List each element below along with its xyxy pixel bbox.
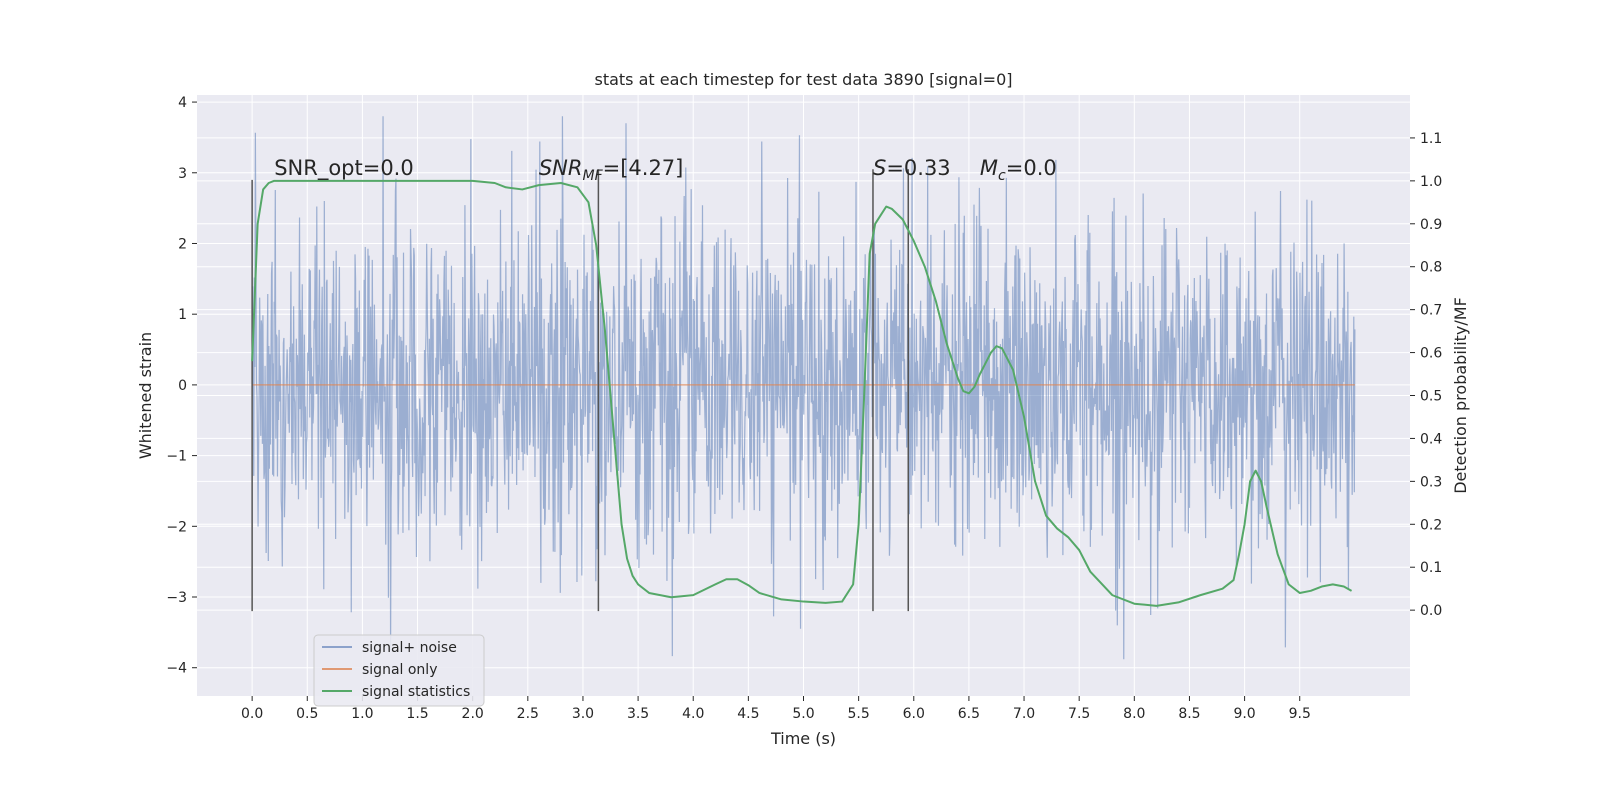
x-tick-label: 9.5 — [1289, 706, 1311, 722]
x-tick-label: 1.5 — [406, 706, 428, 722]
right-y-tick-label: 0.5 — [1420, 389, 1442, 405]
right-y-tick-label: 0.4 — [1420, 431, 1442, 447]
annotation-main: M — [980, 156, 998, 180]
x-tick-label: 6.0 — [903, 706, 925, 722]
x-tick-label: 7.5 — [1068, 706, 1090, 722]
legend-entry-signal-only: signal only — [362, 662, 437, 678]
signal-noise-series — [251, 116, 1356, 660]
axes: 0.0 0.5 1.0 1.5 2.0 2.5 3.0 3.5 4.0 4.5 5.0 5.5 6.0 6… — [166, 95, 1442, 722]
annotations: SNR_opt=0.0 SNRMF=[4.27] S=0.33 Mc=0.0 — [274, 156, 1057, 184]
right-y-tick-label: 0.6 — [1420, 346, 1442, 362]
legend-entry-signal-noise: signal+ noise — [362, 640, 457, 656]
x-tick-label: 5.5 — [848, 706, 870, 722]
x-tick-label: 9.0 — [1233, 706, 1255, 722]
left-y-tick-label: −4 — [166, 661, 187, 677]
x-tick-label: 4.5 — [737, 706, 759, 722]
legend: signal+ noise signal only signal statist… — [313, 634, 485, 707]
legend-entry-signal-statistics: signal statistics — [362, 684, 470, 700]
annotation-text: S=0.33 — [873, 156, 951, 180]
x-tick-label: 6.5 — [958, 706, 980, 722]
x-tick-label: 2.5 — [517, 706, 539, 722]
signal-statistics-line — [251, 179, 1353, 607]
left-y-tick-label: −1 — [166, 449, 187, 465]
marker-lines — [251, 169, 910, 612]
left-y-tick-label: 4 — [178, 95, 187, 111]
left-y-tick-label: 1 — [178, 307, 187, 323]
annotation-value: =[4.27] — [603, 156, 684, 180]
right-y-tick-label: 0.8 — [1420, 260, 1442, 276]
x-tick-label: 0.0 — [241, 706, 263, 722]
annotation-text: Mc=0.0 — [980, 156, 1057, 184]
annotation-value: =0.0 — [1006, 156, 1057, 180]
x-tick-label: 2.0 — [462, 706, 484, 722]
left-y-tick-label: 3 — [178, 166, 187, 182]
annotation-text: SNR_opt=0.0 — [274, 156, 414, 181]
x-tick-label: 1.0 — [351, 706, 373, 722]
legend-box — [313, 634, 485, 707]
right-y-tick-label: 1.1 — [1420, 131, 1442, 147]
annotation-value: =0.33 — [886, 156, 950, 180]
right-y-axis-label: Detection probability/MF — [1451, 297, 1470, 494]
right-y-tick-label: 0.7 — [1420, 303, 1442, 319]
x-axis-label: Time (s) — [770, 729, 836, 748]
right-y-tick-label: 0.2 — [1420, 517, 1442, 533]
annotation-main: SNR_opt=0.0 — [274, 156, 414, 181]
annotation-main: S — [873, 156, 886, 180]
right-y-tick-label: 1.0 — [1420, 174, 1442, 190]
x-tick-label: 8.0 — [1123, 706, 1145, 722]
x-tick-label: 4.0 — [682, 706, 704, 722]
left-y-axis-label: Whitened strain — [136, 332, 155, 459]
annotation-main: SNR — [539, 156, 583, 180]
x-tick-label: 3.5 — [627, 706, 649, 722]
x-tick-label: 7.0 — [1013, 706, 1035, 722]
right-y-tick-label: 0.0 — [1420, 603, 1442, 619]
signal-statistics-series — [251, 179, 1353, 607]
x-tick-label: 0.5 — [296, 706, 318, 722]
left-y-tick-label: 2 — [178, 236, 187, 252]
left-y-tick-label: 0 — [178, 378, 187, 394]
left-y-tick-label: −2 — [166, 519, 187, 535]
chart-title: stats at each timestep for test data 389… — [594, 70, 1012, 89]
right-y-tick-label: 0.3 — [1420, 474, 1442, 490]
annotation-subscript: MF — [582, 168, 603, 184]
x-tick-label: 5.0 — [792, 706, 814, 722]
right-y-tick-label: 0.9 — [1420, 217, 1442, 233]
right-y-tick-label: 0.1 — [1420, 560, 1442, 576]
annotation-text: SNRMF=[4.27] — [539, 156, 684, 184]
annotation-subscript: c — [998, 168, 1006, 184]
x-tick-label: 8.5 — [1178, 706, 1200, 722]
left-y-tick-label: −3 — [166, 590, 187, 606]
signal-noise-line — [251, 116, 1356, 660]
x-tick-label: 3.0 — [572, 706, 594, 722]
